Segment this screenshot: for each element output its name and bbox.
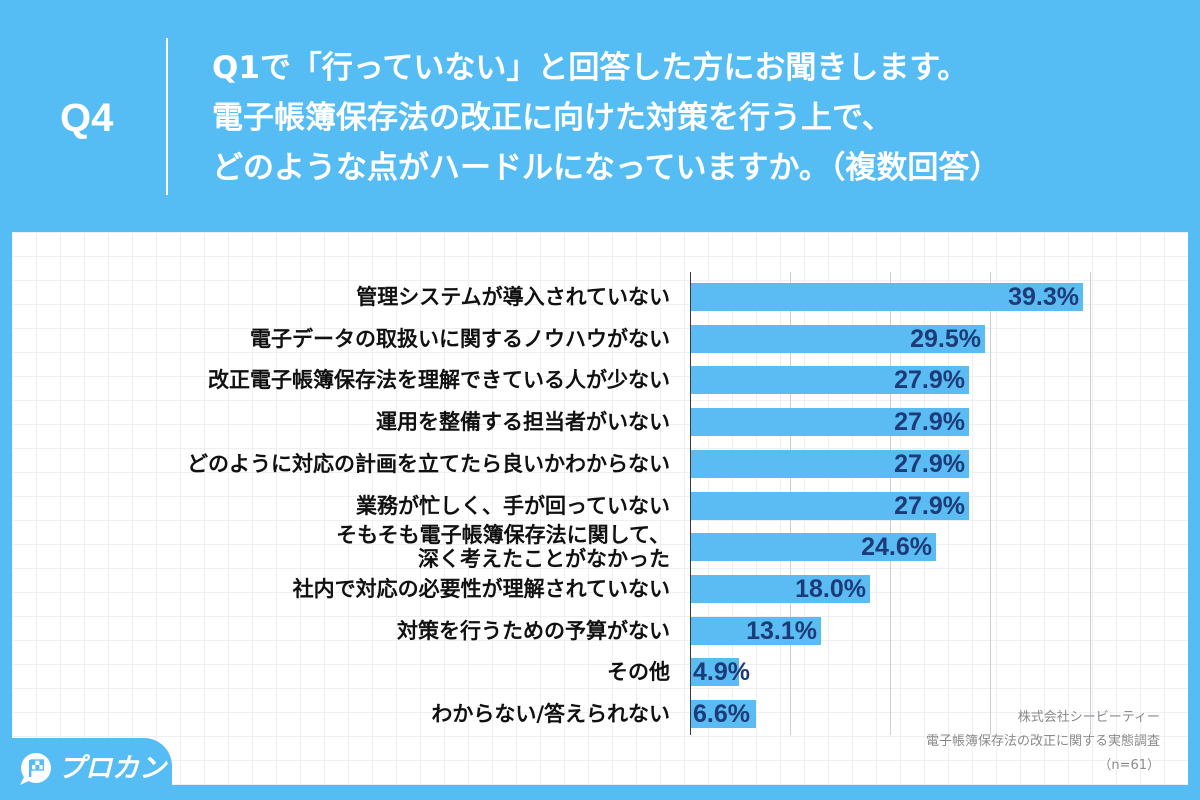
source-company: 株式会社シービーティー <box>1017 710 1160 725</box>
header-divider <box>166 38 168 195</box>
bar <box>691 700 756 728</box>
chart-panel: 管理システムが導入されていない 39.3% 電子データの取扱いに関するノウハウがない… <box>12 232 1188 785</box>
checkered-flag-icon <box>20 753 51 785</box>
gridline <box>1090 272 1091 735</box>
question-text-line: どのような点がハードルになっていますか。（複数回答） <box>212 150 1001 186</box>
bar <box>691 408 969 436</box>
source-survey-title: 電子帳簿保存法の改正に関する実態調査 <box>925 734 1160 749</box>
bar <box>691 617 821 645</box>
data-label: 6.6% <box>693 700 750 728</box>
category-label: 運用を整備する担当者がいない <box>376 410 670 435</box>
question-text: Q1で「行っていない」と回答した方にお聞きします。 電子帳簿保存法の改正に向けた… <box>212 43 1182 193</box>
category-label: わからない/答えられない <box>431 702 670 726</box>
data-label: 29.5% <box>910 324 981 353</box>
data-label: 39.3% <box>1008 283 1079 311</box>
category-label: 管理システムが導入されていない <box>356 285 670 309</box>
data-label: 27.9% <box>894 449 965 478</box>
source-note: 株式会社シービーティー 電子帳簿保存法の改正に関する実態調査 （n=61） <box>926 706 1160 778</box>
category-label: その他 <box>607 660 670 685</box>
category-label: 電子データの取扱いに関するノウハウがない <box>250 326 670 351</box>
category-label: どのように対応の計画を立てたら良いかわからない <box>187 451 670 476</box>
category-label: 改正電子帳簿保存法を理解できている人が少ない <box>208 368 670 393</box>
question-text-line: 電子帳簿保存法の改正に向けた対策を行う上で、 <box>212 100 893 136</box>
data-label: 27.9% <box>894 491 965 520</box>
data-label: 13.1% <box>746 616 817 645</box>
y-axis-line <box>690 272 691 735</box>
data-label: 18.0% <box>795 574 866 603</box>
bar <box>691 492 969 520</box>
brand-logo: プロカン <box>0 738 172 800</box>
bar <box>691 366 969 394</box>
sample-size: （n=61） <box>1098 758 1160 773</box>
data-label: 27.9% <box>894 366 965 395</box>
question-text-line: Q1で「行っていない」と回答した方にお聞きします。 <box>212 50 969 86</box>
horizontal-bar-chart: 管理システムが導入されていない 39.3% 電子データの取扱いに関するノウハウがない… <box>12 232 1188 785</box>
category-label: そもそも電子帳簿保存法に関して、 深く考えたことがなかった <box>336 523 670 572</box>
data-label: 4.9% <box>693 658 750 687</box>
question-number: Q4 <box>60 96 114 140</box>
bar <box>691 533 936 561</box>
data-label: 24.6% <box>861 533 932 562</box>
category-label: 社内で対応の必要性が理解されていない <box>292 576 670 601</box>
bar <box>691 658 739 686</box>
bar <box>691 450 969 478</box>
category-label: 対策を行うための予算がない <box>397 618 670 643</box>
category-label: 業務が忙しく、手が回っていない <box>356 493 670 518</box>
bar <box>691 575 870 603</box>
data-label: 27.9% <box>894 408 965 437</box>
gridline <box>990 272 991 735</box>
bar <box>691 325 985 353</box>
bar <box>691 283 1083 311</box>
logo-text: プロカン <box>58 753 166 784</box>
